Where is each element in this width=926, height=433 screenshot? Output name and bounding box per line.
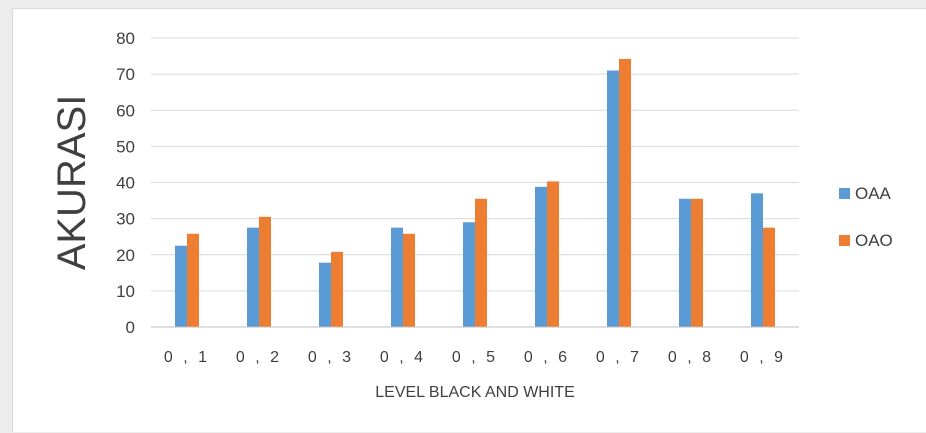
y-tick-label: 80 — [116, 29, 135, 48]
bar-oao — [763, 227, 775, 327]
y-tick-label: 10 — [116, 282, 135, 301]
x-tick-label: 0 , 9 — [740, 349, 786, 366]
x-tick-label: 0 , 6 — [524, 349, 570, 366]
bar-oao — [619, 58, 631, 327]
y-tick-label: 50 — [116, 137, 135, 156]
x-tick-label: 0 , 1 — [164, 349, 210, 366]
bar-oao — [403, 233, 415, 327]
x-tick-label: 0 , 2 — [236, 349, 282, 366]
bar-oaa — [751, 193, 763, 327]
y-tick-labels: 0 10 20 30 40 50 60 70 80 — [116, 29, 135, 337]
y-tick-label: 40 — [116, 174, 135, 193]
y-tick-label: 70 — [116, 65, 135, 84]
y-tick-label: 60 — [116, 101, 135, 120]
x-tick-label: 0 , 4 — [380, 349, 426, 366]
bar-oao — [331, 251, 343, 327]
x-tick-label: 0 , 3 — [308, 349, 354, 366]
bar-oao — [691, 198, 703, 327]
y-tick-label: 30 — [116, 210, 135, 229]
bar-oaa — [391, 227, 403, 327]
legend-label-oao: OAO — [855, 231, 893, 250]
bars — [175, 58, 775, 327]
x-tick-labels: 0 , 1 0 , 2 0 , 3 0 , 4 0 , 5 0 , 6 0 , 7 0 , 8… — [164, 349, 786, 366]
y-tick-label: 20 — [116, 246, 135, 265]
bar-oao — [187, 233, 199, 327]
bar-oaa — [247, 227, 259, 327]
y-axis-title: AKURASI — [50, 95, 94, 271]
legend-swatch-oao — [839, 235, 850, 246]
bar-oao — [547, 181, 559, 327]
bar-oaa — [319, 262, 331, 327]
bar-oaa — [607, 70, 619, 327]
bar-oaa — [463, 222, 475, 327]
legend: OAA OAO — [839, 184, 893, 250]
legend-label-oaa: OAA — [855, 184, 892, 203]
bar-oaa — [679, 198, 691, 327]
bar-oao — [475, 198, 487, 327]
x-tick-label: 0 , 8 — [668, 349, 714, 366]
bar-oaa — [535, 186, 547, 327]
bar-oaa — [175, 245, 187, 327]
bar-oao — [259, 216, 271, 327]
x-axis-title: LEVEL BLACK AND WHITE — [375, 384, 574, 401]
x-tick-label: 0 , 5 — [452, 349, 498, 366]
x-tick-label: 0 , 7 — [596, 349, 642, 366]
legend-swatch-oaa — [839, 188, 850, 199]
y-tick-label: 0 — [126, 318, 135, 337]
